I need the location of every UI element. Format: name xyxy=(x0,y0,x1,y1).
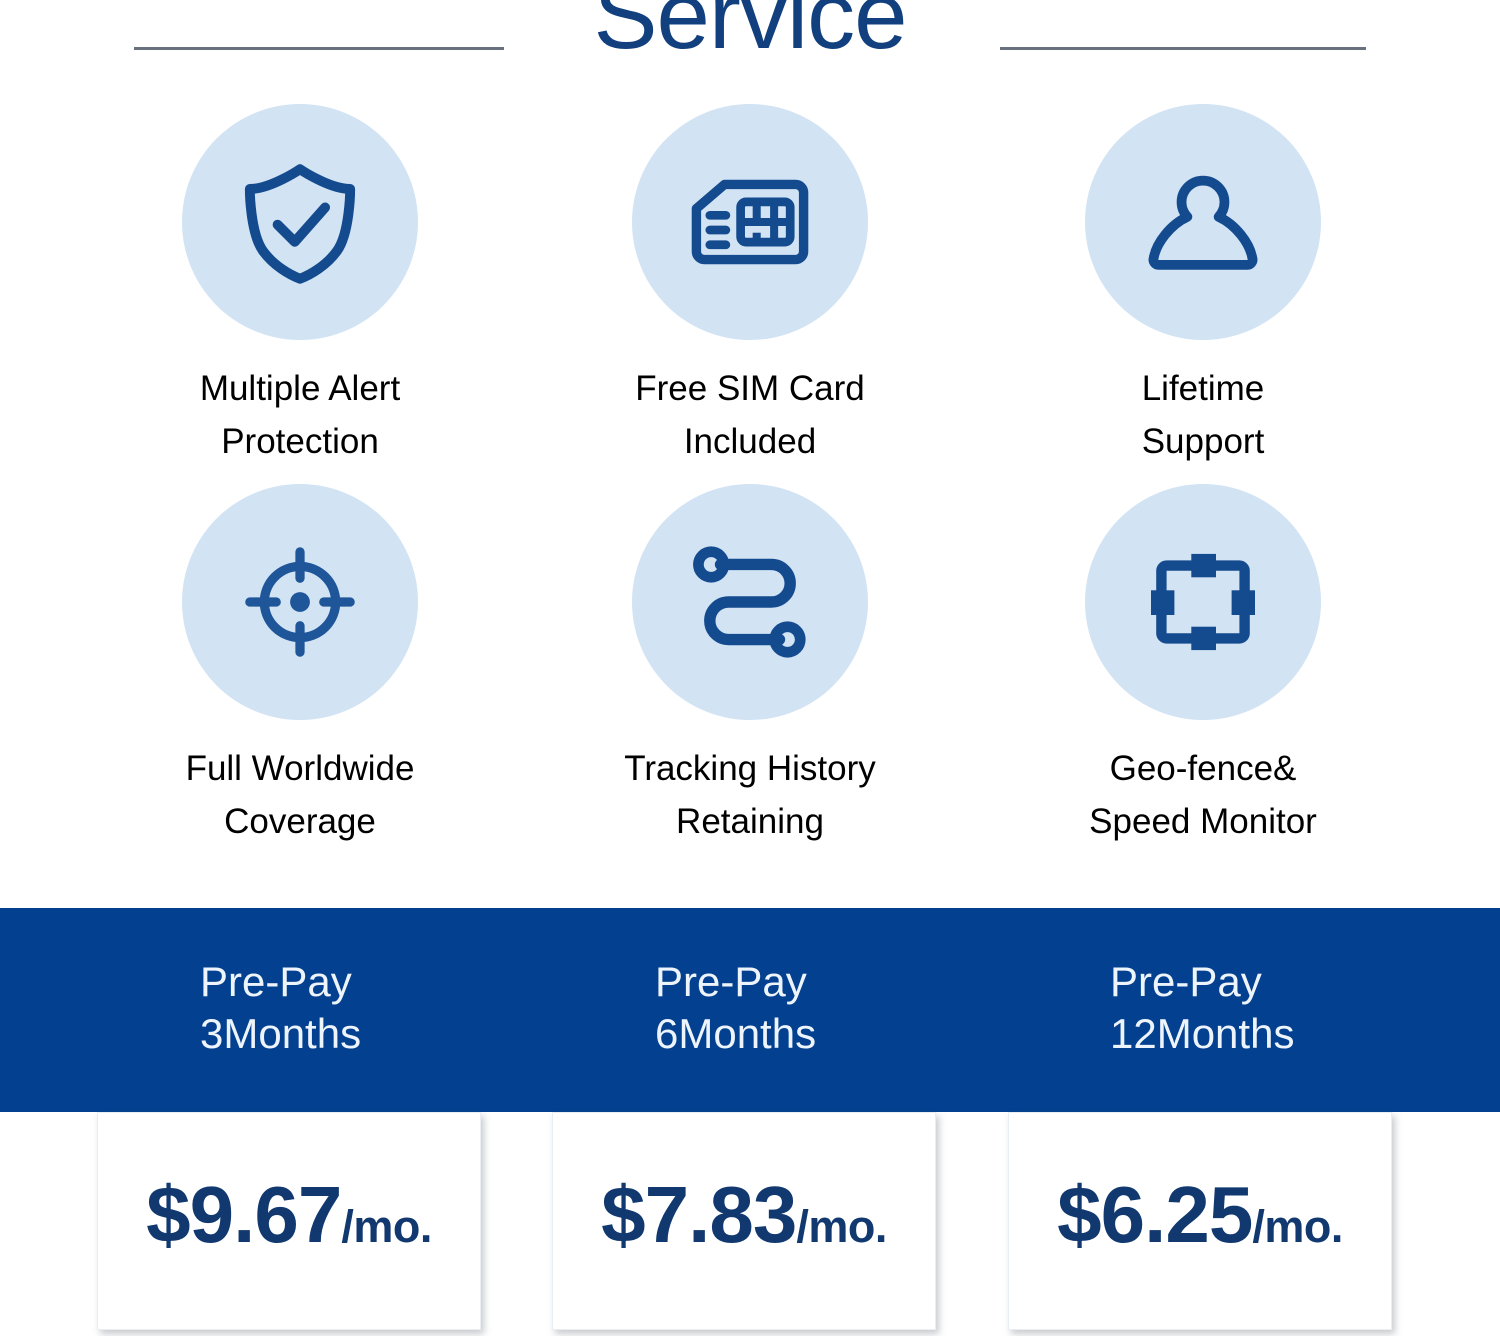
icon-badge xyxy=(182,484,418,720)
price-line: $6.25/mo. xyxy=(1057,1175,1343,1255)
price-amount: $9.67 xyxy=(146,1170,342,1259)
plan-name-3months: Pre-Pay 3Months xyxy=(200,958,362,1057)
user-person-icon xyxy=(1138,157,1268,287)
icon-badge xyxy=(1085,484,1321,720)
plan-name-12months: Pre-Pay 12Months xyxy=(1110,958,1295,1057)
page-title: Service xyxy=(593,0,907,69)
price-unit: /mo. xyxy=(1252,1201,1343,1252)
feature-label: Free SIM Card Included xyxy=(635,369,865,461)
crosshair-target-icon xyxy=(234,536,366,668)
price-card-3months[interactable]: $9.67/mo. xyxy=(97,1112,481,1330)
page-header: Service xyxy=(0,0,1500,100)
feature-label: Geo-fence& Speed Monitor xyxy=(1089,749,1317,841)
feature-item-geofence-speed-monitor: Geo-fence& Speed Monitor xyxy=(973,484,1433,848)
pricing-banner: Pre-Pay 3Months Pre-Pay 6Months Pre-Pay … xyxy=(0,908,1500,1112)
divider-line-left xyxy=(134,47,504,50)
feature-item-multiple-alert-protection: Multiple Alert Protection xyxy=(70,104,530,468)
feature-item-free-sim-card: Free SIM Card Included xyxy=(520,104,980,468)
price-unit: /mo. xyxy=(341,1201,432,1252)
sim-card-icon xyxy=(683,155,817,289)
feature-item-tracking-history: Tracking History Retaining xyxy=(520,484,980,848)
price-line: $7.83/mo. xyxy=(601,1175,887,1255)
icon-badge xyxy=(182,104,418,340)
feature-label: Multiple Alert Protection xyxy=(199,369,401,461)
icon-badge xyxy=(632,484,868,720)
price-card-row: $9.67/mo. $7.83/mo. $6.25/mo. xyxy=(0,1112,1500,1336)
price-amount: $7.83 xyxy=(601,1170,797,1259)
feature-label: Full Worldwide Coverage xyxy=(185,749,415,841)
feature-label: Lifetime Support xyxy=(1141,369,1265,461)
shield-check-icon xyxy=(234,156,366,288)
plan-name-6months: Pre-Pay 6Months xyxy=(655,958,817,1057)
route-path-icon xyxy=(683,535,817,669)
icon-badge xyxy=(1085,104,1321,340)
price-card-6months[interactable]: $7.83/mo. xyxy=(552,1112,936,1330)
price-card-12months[interactable]: $6.25/mo. xyxy=(1008,1112,1392,1330)
price-unit: /mo. xyxy=(796,1201,887,1252)
price-line: $9.67/mo. xyxy=(146,1175,432,1255)
feature-label: Tracking History Retaining xyxy=(624,749,876,841)
divider-line-right xyxy=(1000,47,1366,50)
icon-badge xyxy=(632,104,868,340)
price-amount: $6.25 xyxy=(1057,1170,1253,1259)
feature-item-worldwide-coverage: Full Worldwide Coverage xyxy=(70,484,530,848)
geo-fence-icon xyxy=(1138,537,1268,667)
features-grid: Multiple Alert Protection xyxy=(0,104,1500,894)
feature-item-lifetime-support: Lifetime Support xyxy=(973,104,1433,468)
